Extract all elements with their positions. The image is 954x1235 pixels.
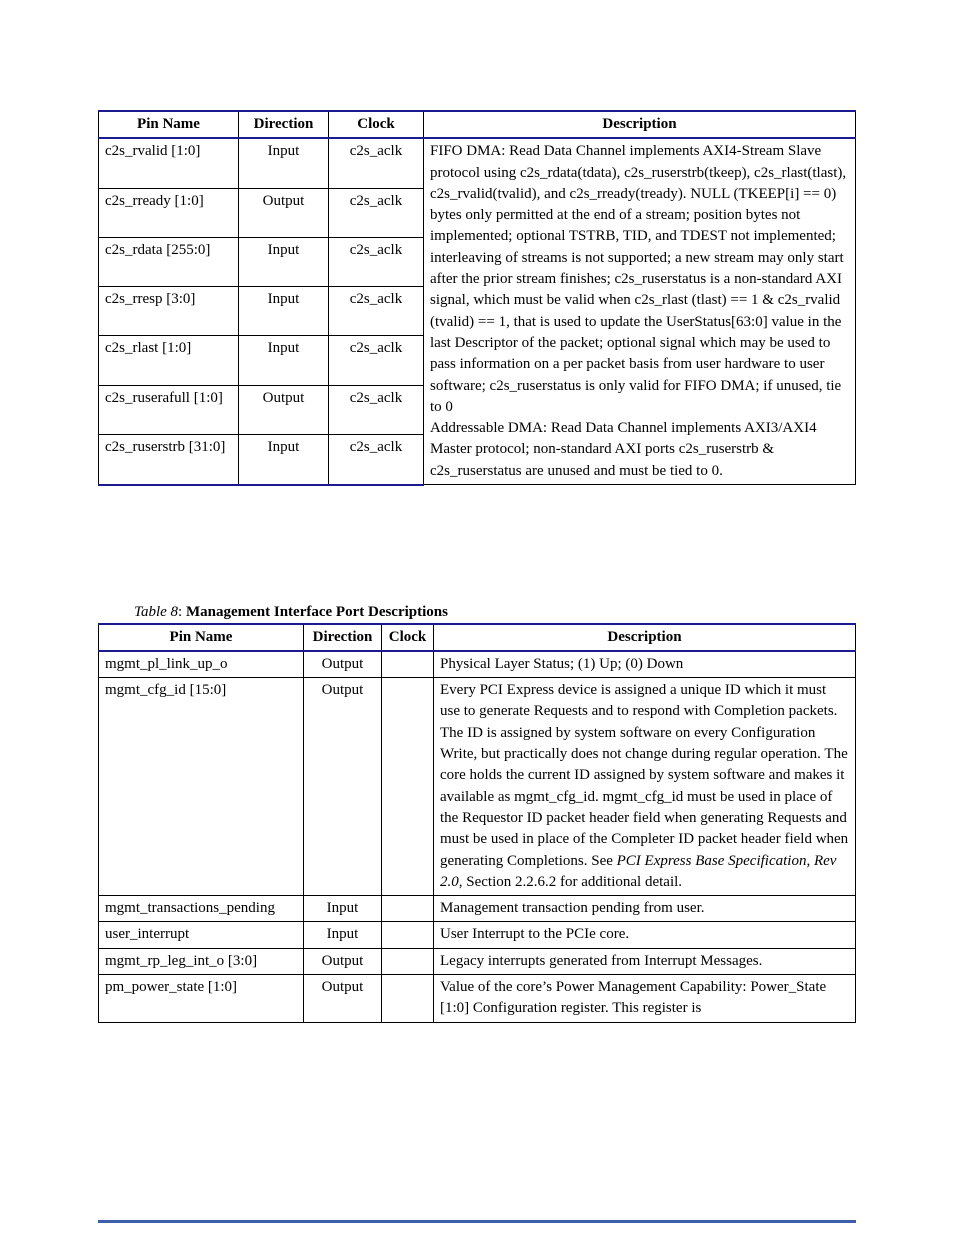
cell-clk: c2s_aclk	[329, 287, 424, 336]
cell-clk	[382, 896, 434, 922]
desc-post: , Section 2.2.6.2 for additional detail.	[459, 874, 682, 890]
page: Pin Name Direction Clock Description c2s…	[0, 0, 954, 1235]
cell-pin: mgmt_cfg_id [15:0]	[99, 678, 304, 896]
cell-dir: Input	[239, 434, 329, 484]
col-header-dir: Direction	[304, 624, 382, 651]
cell-dir: Output	[304, 651, 382, 678]
cell-clk	[382, 678, 434, 896]
table-row: mgmt_transactions_pending Input Manageme…	[99, 896, 856, 922]
cell-dir: Input	[304, 896, 382, 922]
cell-pin: mgmt_pl_link_up_o	[99, 651, 304, 678]
col-header-clock: Clock	[329, 111, 424, 138]
col-header-desc: Description	[424, 111, 856, 138]
table-c2s-ports: Pin Name Direction Clock Description c2s…	[98, 110, 856, 486]
cell-clk	[382, 975, 434, 1023]
cell-clk	[382, 922, 434, 948]
cell-clk	[382, 948, 434, 974]
cell-dir: Output	[239, 188, 329, 237]
cell-dir: Input	[304, 922, 382, 948]
table-header-row: Pin Name Direction Clock Description	[99, 111, 856, 138]
caption-title: Management Interface Port Descriptions	[186, 604, 448, 620]
col-header-desc: Description	[434, 624, 856, 651]
col-header-pin: Pin Name	[99, 111, 239, 138]
cell-dir: Output	[239, 385, 329, 434]
cell-pin: c2s_rvalid [1:0]	[99, 138, 239, 188]
cell-clk: c2s_aclk	[329, 336, 424, 385]
cell-clk: c2s_aclk	[329, 385, 424, 434]
cell-dir: Input	[239, 238, 329, 287]
cell-description: FIFO DMA: Read Data Channel implements A…	[424, 138, 856, 484]
table-mgmt-ports: Pin Name Direction Clock Description mgm…	[98, 623, 856, 1023]
cell-desc: User Interrupt to the PCIe core.	[434, 922, 856, 948]
table-row: mgmt_rp_leg_int_o [3:0] Output Legacy in…	[99, 948, 856, 974]
cell-pin: mgmt_rp_leg_int_o [3:0]	[99, 948, 304, 974]
table-row: pm_power_state [1:0] Output Value of the…	[99, 975, 856, 1023]
caption-prefix: Table 8	[134, 604, 178, 620]
cell-pin: c2s_ruserafull [1:0]	[99, 385, 239, 434]
cell-pin: pm_power_state [1:0]	[99, 975, 304, 1023]
cell-desc: Every PCI Express device is assigned a u…	[434, 678, 856, 896]
cell-clk	[382, 651, 434, 678]
cell-pin: c2s_rready [1:0]	[99, 188, 239, 237]
table-row: mgmt_cfg_id [15:0] Output Every PCI Expr…	[99, 678, 856, 896]
table-header-row: Pin Name Direction Clock Description	[99, 624, 856, 651]
cell-pin: c2s_ruserstrb [31:0]	[99, 434, 239, 484]
cell-dir: Input	[239, 138, 329, 188]
cell-clk: c2s_aclk	[329, 138, 424, 188]
table-row: mgmt_pl_link_up_o Output Physical Layer …	[99, 651, 856, 678]
cell-clk: c2s_aclk	[329, 188, 424, 237]
caption-sep: :	[178, 604, 186, 620]
col-header-pin: Pin Name	[99, 624, 304, 651]
desc-pre: Every PCI Express device is assigned a u…	[440, 682, 848, 868]
cell-pin: c2s_rresp [3:0]	[99, 287, 239, 336]
cell-dir: Output	[304, 975, 382, 1023]
col-header-clock: Clock	[382, 624, 434, 651]
cell-desc: Physical Layer Status; (1) Up; (0) Down	[434, 651, 856, 678]
col-header-dir: Direction	[239, 111, 329, 138]
cell-dir: Input	[239, 336, 329, 385]
table-caption: Table 8: Management Interface Port Descr…	[134, 604, 856, 621]
cell-dir: Input	[239, 287, 329, 336]
cell-dir: Output	[304, 948, 382, 974]
cell-clk: c2s_aclk	[329, 238, 424, 287]
cell-desc: Value of the core’s Power Management Cap…	[434, 975, 856, 1023]
cell-desc: Management transaction pending from user…	[434, 896, 856, 922]
cell-dir: Output	[304, 678, 382, 896]
cell-pin: c2s_rdata [255:0]	[99, 238, 239, 287]
spacer	[98, 486, 856, 604]
cell-pin: c2s_rlast [1:0]	[99, 336, 239, 385]
cell-pin: user_interrupt	[99, 922, 304, 948]
table-row: user_interrupt Input User Interrupt to t…	[99, 922, 856, 948]
footer-rule	[98, 1220, 856, 1223]
table-row: c2s_rvalid [1:0] Input c2s_aclk FIFO DMA…	[99, 138, 856, 188]
cell-clk: c2s_aclk	[329, 434, 424, 484]
cell-desc: Legacy interrupts generated from Interru…	[434, 948, 856, 974]
cell-pin: mgmt_transactions_pending	[99, 896, 304, 922]
